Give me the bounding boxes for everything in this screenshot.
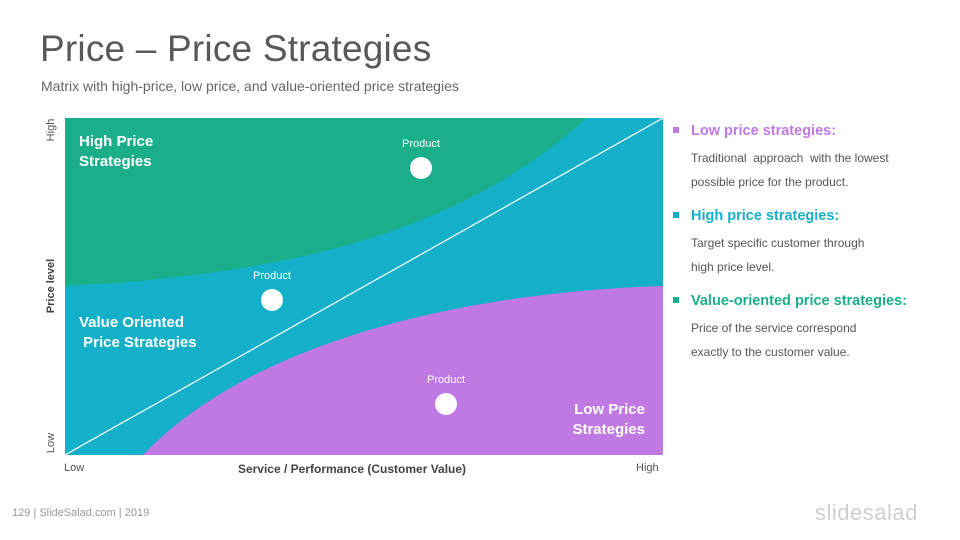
note-value-oriented: Value-oriented price strategies: Price o… bbox=[673, 291, 943, 364]
note-low-price: Low price strategies: Traditional approa… bbox=[673, 121, 943, 194]
product-label: Product bbox=[253, 270, 291, 282]
product-dot bbox=[261, 289, 283, 311]
note-heading-text: Value-oriented price strategies: bbox=[691, 293, 907, 309]
square-bullet-icon bbox=[673, 297, 679, 303]
product-dot bbox=[410, 157, 432, 179]
note-heading: Low price strategies: bbox=[673, 121, 943, 141]
low-price-region-label: Low Price Strategies bbox=[572, 401, 645, 438]
strategy-notes: Low price strategies: Traditional approa… bbox=[673, 121, 943, 376]
high-price-region bbox=[65, 118, 587, 286]
value-diagonal-line bbox=[65, 118, 663, 455]
note-text: Price of the service correspond exactly … bbox=[691, 321, 857, 359]
note-heading: Value-oriented price strategies: bbox=[673, 291, 943, 311]
square-bullet-icon bbox=[673, 212, 679, 218]
note-heading-text: High price strategies: bbox=[691, 208, 840, 224]
low-price-region bbox=[143, 286, 663, 455]
note-text: Traditional approach with the lowest pos… bbox=[691, 151, 889, 189]
y-axis-title: Price level bbox=[45, 258, 57, 314]
y-axis-high-label: High bbox=[45, 118, 57, 142]
product-label: Product bbox=[427, 374, 465, 386]
note-text: Target specific customer through high pr… bbox=[691, 236, 865, 274]
x-axis-low-label: Low bbox=[64, 462, 85, 474]
y-axis-low-label: Low bbox=[45, 432, 57, 454]
high-price-region-label: High Price Strategies bbox=[79, 133, 154, 170]
slide-title: Price – Price Strategies bbox=[40, 28, 432, 69]
note-high-price: High price strategies: Target specific c… bbox=[673, 206, 943, 279]
x-axis-title: Service / Performance (Customer Value) bbox=[237, 462, 467, 476]
footer-page-info: 129 | SlideSalad.com | 2019 bbox=[12, 507, 150, 519]
note-heading: High price strategies: bbox=[673, 206, 943, 226]
square-bullet-icon bbox=[673, 127, 679, 133]
note-heading-text: Low price strategies: bbox=[691, 123, 837, 139]
brand-logo: slidesalad bbox=[815, 500, 918, 525]
slide-subtitle: Matrix with high-price, low price, and v… bbox=[41, 78, 459, 94]
price-strategy-matrix: High Price Strategies Value Oriented Pri… bbox=[65, 118, 663, 455]
product-label: Product bbox=[402, 138, 440, 150]
x-axis-high-label: High bbox=[636, 462, 659, 474]
matrix-graphic bbox=[65, 118, 663, 455]
product-dot bbox=[435, 393, 457, 415]
value-oriented-region-label: Value Oriented Price Strategies bbox=[79, 314, 197, 351]
